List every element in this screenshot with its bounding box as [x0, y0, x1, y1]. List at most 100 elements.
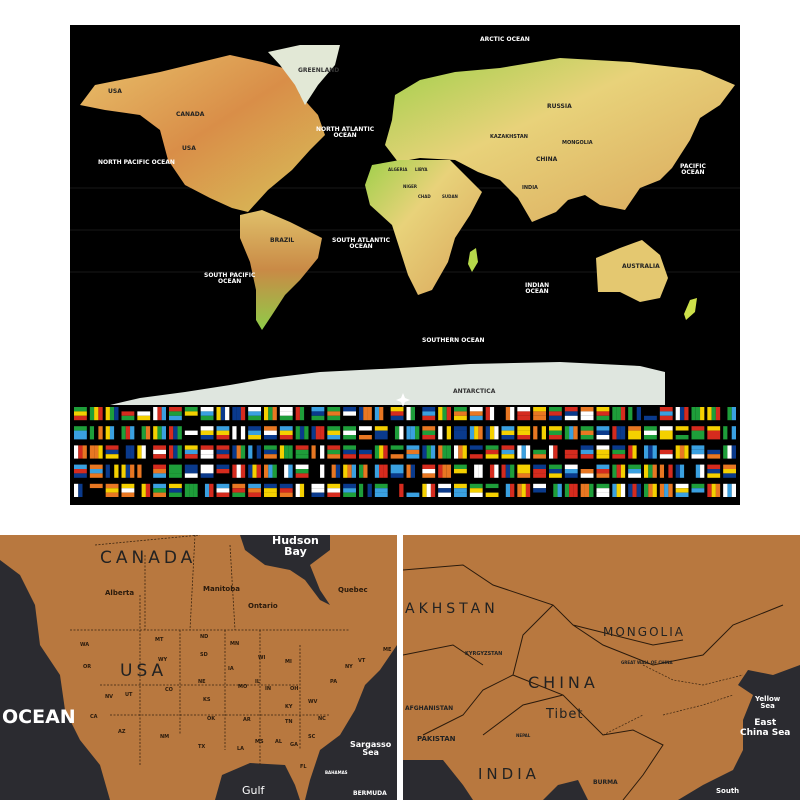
flag [89, 445, 103, 459]
state-label: WY [158, 657, 168, 663]
flag [517, 426, 531, 440]
flag [580, 483, 594, 497]
flag [374, 445, 388, 459]
flag [659, 483, 673, 497]
flag [200, 426, 214, 440]
flag [675, 426, 689, 440]
flag [469, 483, 483, 497]
state-label: VT [358, 658, 366, 664]
flag [153, 445, 166, 459]
flag [74, 483, 87, 497]
state-label: ND [200, 634, 209, 640]
flag [232, 426, 246, 440]
flag [549, 426, 562, 440]
flag [691, 483, 705, 497]
label-mongolia: MONGOLIA [603, 625, 685, 639]
flag [343, 483, 356, 497]
flag [517, 483, 531, 497]
state-label: OH [290, 686, 299, 692]
flag [612, 464, 626, 478]
flag [74, 407, 87, 421]
flag [343, 407, 356, 421]
label-south-pacific-ocean: SOUTH PACIFIC OCEAN [204, 272, 256, 285]
flag [374, 426, 388, 440]
provincial-borders [602, 664, 744, 736]
flag [723, 464, 736, 478]
flag [438, 464, 451, 478]
flag [422, 445, 436, 459]
label-ontario: Ontario [248, 602, 278, 610]
flag [691, 426, 705, 440]
flag [612, 445, 626, 459]
label-china: CHINA [536, 156, 558, 163]
flag [533, 426, 546, 440]
state-label: WI [258, 655, 266, 661]
label-usa: USA [120, 661, 168, 681]
flag [485, 445, 499, 459]
flag [644, 426, 657, 440]
flag [279, 464, 293, 478]
flag [675, 407, 689, 421]
label-chad: CHAD [418, 194, 431, 199]
flag [723, 445, 736, 459]
flag [105, 407, 119, 421]
state-label: CA [90, 714, 98, 720]
flag [675, 464, 689, 478]
flag [517, 464, 531, 478]
flag [422, 426, 436, 440]
flag [580, 445, 594, 459]
flag [137, 464, 151, 478]
state-label: MI [285, 659, 292, 665]
flag [359, 426, 372, 440]
flag [469, 407, 483, 421]
flag [723, 426, 736, 440]
label-kyrgyzstan: KYRGYZSTAN [465, 651, 503, 657]
state-label: ME [383, 647, 392, 653]
flag [359, 445, 372, 459]
state-label: TX [198, 744, 206, 750]
flag [200, 407, 214, 421]
flag [485, 464, 499, 478]
label-india: INDIA [522, 185, 538, 191]
flag [153, 464, 166, 478]
flag [216, 445, 230, 459]
flag [105, 445, 119, 459]
east-china-sea-water [678, 665, 800, 800]
flag [596, 445, 610, 459]
flag [184, 464, 198, 478]
flag [105, 464, 119, 478]
flag [438, 445, 451, 459]
flag [232, 483, 246, 497]
label-afghanistan: AFGHANISTAN [405, 705, 454, 712]
flag [390, 445, 404, 459]
flag [612, 483, 626, 497]
label-pacific-ocean: PACIFIC OCEAN [680, 163, 706, 176]
flag [232, 407, 246, 421]
africa-shape [365, 160, 482, 295]
greenland-shape [268, 45, 340, 105]
state-label: NE [198, 679, 206, 685]
flag [248, 464, 261, 478]
north-america-detail-graphic [0, 535, 397, 800]
flag [707, 483, 721, 497]
asia-detail-graphic [403, 564, 800, 800]
flag [248, 426, 261, 440]
flag [628, 407, 641, 421]
flag [327, 464, 341, 478]
flag [707, 445, 721, 459]
world-scratch-map: ARCTIC OCEAN GREENLAND USA CANADA USA NO… [70, 25, 740, 505]
flag [422, 483, 436, 497]
atlantic-water [305, 645, 397, 800]
state-label: SD [200, 652, 208, 658]
label-indian-ocean: INDIAN OCEAN [525, 282, 550, 295]
country-borders [403, 564, 784, 800]
antarctica-shape [110, 362, 665, 405]
flag [200, 445, 214, 459]
flag [216, 483, 230, 497]
flag [279, 426, 293, 440]
flag [454, 407, 467, 421]
flag [675, 445, 689, 459]
state-label: WA [80, 642, 90, 648]
label-south-china-sea: South [716, 787, 740, 795]
flag [596, 483, 610, 497]
